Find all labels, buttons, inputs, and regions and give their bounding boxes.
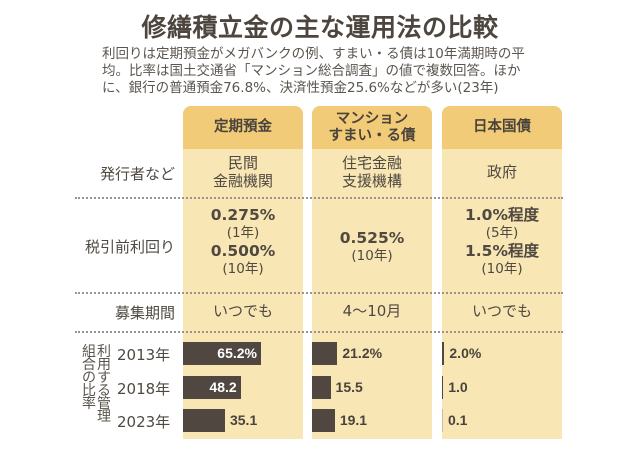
bar-value-label: 19.1 (339, 412, 368, 428)
column-background (312, 106, 432, 439)
bar-value-label: 2.0% (449, 345, 482, 361)
yield-term: (10年) (481, 261, 523, 277)
year-label: 2018年 (117, 380, 171, 398)
column-background (442, 106, 562, 439)
usage-label-vertical-b: 利用する管理 (97, 344, 111, 425)
yield-term: (10年) (222, 261, 264, 277)
column-header: マンション すまい・る債 (312, 106, 432, 149)
year-label: 2023年 (117, 413, 171, 431)
yield-cell: 1.0%程度 (5年) 1.5%程度 (10年) (442, 206, 562, 278)
explanatory-note: 利回りは定期預金がメガバンクの例、すまい・る債は10年満期時の平均。比率は国土交… (102, 46, 525, 96)
period-cell: いつでも (471, 302, 532, 320)
row-label-issuer: 発行者など (99, 165, 175, 183)
yield-cell: 0.525% (10年) (312, 229, 432, 265)
yield-term: (10年) (351, 248, 393, 264)
bar-value-label: 21.2% (342, 345, 383, 361)
bar-value-label: 65.2% (217, 345, 257, 361)
yield-cell: 0.275% (1年) 0.500% (10年) (183, 206, 303, 278)
bar (312, 409, 335, 432)
page-title: 修繕積立金の主な運用法の比較 (141, 13, 499, 42)
bar (183, 342, 261, 365)
row-divider (75, 331, 563, 333)
bar (312, 376, 331, 399)
row-divider (75, 292, 563, 294)
yield-value: 0.500% (210, 242, 276, 260)
column-header: 日本国債 (442, 106, 562, 149)
row-label-period: 募集期間 (114, 304, 175, 322)
bar (442, 376, 444, 399)
bar-value-label: 15.5 (335, 379, 363, 395)
year-label: 2013年 (117, 346, 171, 364)
bar-value-label: 0.1 (448, 412, 468, 428)
bar (183, 409, 225, 432)
yield-value: 0.275% (210, 206, 276, 224)
issuer-cell: 政府 (486, 163, 517, 181)
yield-value: 1.0%程度 (465, 206, 539, 224)
yield-value: 0.525% (339, 229, 405, 247)
bar (442, 342, 445, 365)
yield-term: (5年) (485, 225, 519, 241)
period-cell: いつでも (212, 302, 273, 320)
bar-value-label: 48.2 (209, 379, 237, 395)
bar (312, 342, 338, 365)
row-divider (75, 197, 563, 199)
bar (442, 409, 443, 432)
yield-value: 1.5%程度 (465, 242, 539, 260)
bar (183, 376, 241, 399)
issuer-cell: 住宅金融 支援機構 (341, 154, 402, 190)
period-cell: 4〜10月 (342, 302, 402, 320)
usage-label-vertical-a: 組合の比率 (82, 344, 96, 412)
bar-value-label: 1.0 (448, 379, 468, 395)
column-header: 定期預金 (183, 106, 303, 149)
issuer-cell: 民間 金融機関 (212, 154, 273, 190)
row-label-yield: 税引前利回り (84, 238, 175, 256)
yield-term: (1年) (226, 225, 260, 241)
bar-value-label: 35.1 (229, 412, 258, 428)
